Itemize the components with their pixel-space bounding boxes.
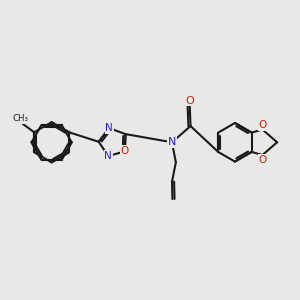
Text: O: O <box>121 146 129 156</box>
Text: O: O <box>259 120 267 130</box>
Text: O: O <box>185 96 194 106</box>
Text: N: N <box>104 151 112 161</box>
Text: O: O <box>259 155 267 165</box>
Text: N: N <box>105 123 113 133</box>
Text: CH₃: CH₃ <box>13 114 29 123</box>
Text: N: N <box>168 137 176 147</box>
